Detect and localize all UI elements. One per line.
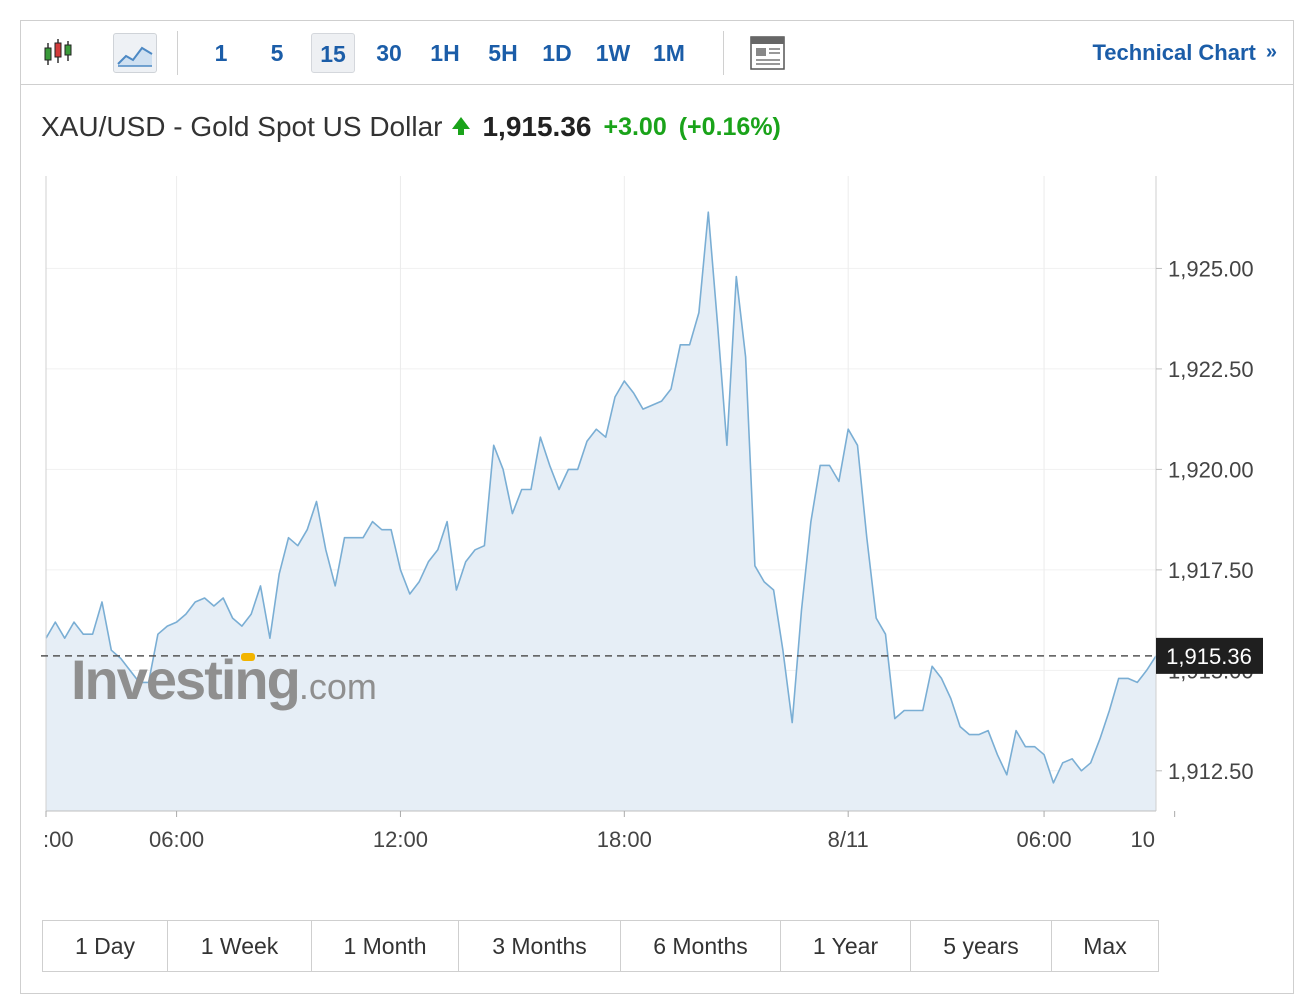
price-area bbox=[46, 212, 1156, 811]
y-tick-label: 1,912.50 bbox=[1168, 759, 1254, 784]
price-change-percent: (+0.16%) bbox=[678, 113, 781, 141]
last-price-badge bbox=[1156, 637, 1263, 674]
interval-1w[interactable]: 1W bbox=[595, 40, 631, 66]
x-tick-label: 8/11 bbox=[828, 827, 869, 852]
price-change: +3.00 bbox=[603, 113, 667, 141]
range-5-years[interactable]: 5 years bbox=[911, 921, 1052, 971]
toolbar-divider bbox=[177, 31, 178, 75]
interval-1[interactable]: 1 bbox=[214, 40, 228, 66]
toolbar-divider bbox=[723, 31, 724, 75]
news-icon[interactable] bbox=[749, 33, 787, 73]
range-1-year[interactable]: 1 Year bbox=[781, 921, 911, 971]
y-tick-label: 1,920.00 bbox=[1168, 457, 1254, 482]
technical-chart-label: Technical Chart bbox=[1092, 40, 1256, 65]
x-tick-label: 06:00 bbox=[1017, 827, 1072, 852]
interval-1h[interactable]: 1H bbox=[430, 40, 460, 66]
range-1-day[interactable]: 1 Day bbox=[43, 921, 168, 971]
chart-toolbar: 1 5 15 30 1H 5H 1D 1W 1M Technical Chart» bbox=[21, 21, 1293, 85]
x-tick-label: 12:00 bbox=[373, 827, 428, 852]
double-chevron-right-icon: » bbox=[1265, 41, 1277, 63]
watermark-dot bbox=[241, 653, 255, 661]
interval-1m[interactable]: 1M bbox=[653, 40, 685, 66]
interval-15[interactable]: 15 bbox=[311, 33, 355, 73]
x-tick-label: :00 bbox=[43, 827, 74, 852]
x-tick-label: 06:00 bbox=[149, 827, 204, 852]
last-price-label: 1,915.36 bbox=[1166, 644, 1252, 669]
arrow-up-icon bbox=[452, 117, 471, 135]
x-tick-label: 10 bbox=[1131, 827, 1155, 852]
instrument-name: XAU/USD - Gold Spot US Dollar bbox=[41, 111, 443, 142]
instrument-header: XAU/USD - Gold Spot US Dollar 1,915.36 +3.… bbox=[41, 105, 781, 149]
range-1-week[interactable]: 1 Week bbox=[168, 921, 312, 971]
watermark-suffix: .com bbox=[298, 666, 377, 707]
range-max[interactable]: Max bbox=[1052, 921, 1158, 971]
price-chart[interactable]: 1,912.501,915.001,917.501,920.001,922.50… bbox=[21, 21, 1293, 901]
range-3-months[interactable]: 3 Months bbox=[459, 921, 621, 971]
interval-5h[interactable]: 5H bbox=[488, 40, 518, 66]
area-chart-icon[interactable] bbox=[113, 33, 157, 73]
y-tick-label: 1,922.50 bbox=[1168, 357, 1254, 382]
price-line bbox=[45, 211, 1157, 784]
last-price: 1,915.36 bbox=[482, 111, 592, 142]
candlestick-icon[interactable] bbox=[41, 33, 81, 73]
interval-1d[interactable]: 1D bbox=[542, 40, 572, 66]
investing-watermark: Investing.com bbox=[71, 647, 377, 712]
interval-5[interactable]: 5 bbox=[270, 40, 284, 66]
technical-chart-link[interactable]: Technical Chart » bbox=[1092, 33, 1277, 73]
x-tick-label: 18:00 bbox=[597, 827, 652, 852]
y-tick-label: 1,925.00 bbox=[1168, 256, 1254, 281]
chart-widget: 1 5 15 30 1H 5H 1D 1W 1M Technical Chart» XAU/US… bbox=[20, 20, 1294, 994]
range-1-month[interactable]: 1 Month bbox=[312, 921, 459, 971]
interval-30[interactable]: 30 bbox=[376, 40, 402, 66]
watermark-brand: Investing bbox=[71, 648, 301, 711]
range-6-months[interactable]: 6 Months bbox=[621, 921, 781, 971]
y-tick-label: 1,917.50 bbox=[1168, 558, 1254, 583]
time-range-selector: 1 Day 1 Week 1 Month 3 Months 6 Months 1 Year… bbox=[42, 920, 1159, 972]
